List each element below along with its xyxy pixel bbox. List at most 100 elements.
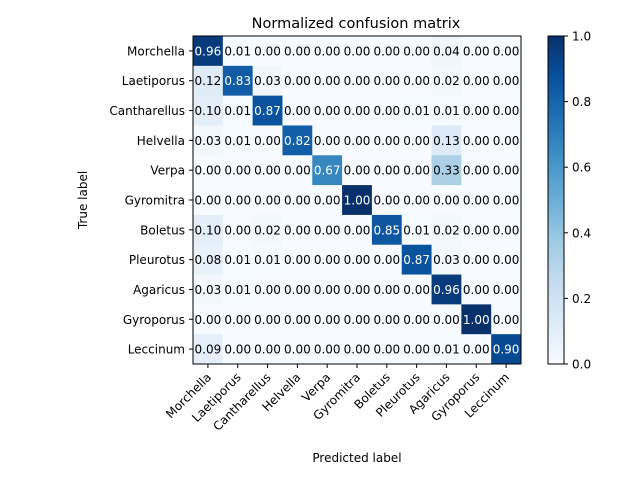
cell-value-label: 0.00	[254, 194, 281, 208]
cell-value-label: 0.00	[493, 253, 520, 267]
heatmap-cell	[282, 65, 313, 97]
heatmap-cell	[431, 36, 462, 67]
y-tick-label: Cantharellus	[109, 104, 185, 118]
heatmap-cell	[222, 155, 254, 186]
cell-value-label: 0.00	[254, 283, 281, 297]
cell-value-label: 0.00	[284, 44, 311, 58]
cell-value-label: 0.01	[224, 253, 251, 267]
heatmap-cell	[312, 65, 343, 97]
heatmap-cell	[342, 274, 373, 305]
y-tick-label: Gyromitra	[125, 194, 185, 208]
cell-value-label: 0.67	[314, 164, 341, 178]
heatmap-cell	[371, 214, 403, 246]
cell-value-label: 0.00	[344, 44, 371, 58]
heatmap-cell	[312, 304, 343, 335]
heatmap-cell	[401, 274, 432, 305]
heatmap-cell	[491, 185, 522, 216]
heatmap-cell	[312, 36, 343, 67]
y-tick-label: Pleurotus	[129, 253, 185, 267]
cell-value-label: 0.01	[403, 223, 430, 237]
heatmap-cell	[461, 36, 492, 67]
cell-value-label: 0.00	[373, 343, 400, 357]
heatmap-cell	[491, 304, 522, 335]
y-tick-label: Boletus	[140, 223, 185, 237]
cell-value-label: 0.00	[224, 223, 251, 237]
cell-value-label: 0.00	[314, 194, 341, 208]
heatmap-cell	[401, 185, 432, 216]
heatmap-cell	[312, 274, 343, 305]
cell-value-label: 0.01	[403, 104, 430, 118]
x-axis-label: Predicted label	[312, 451, 401, 465]
cell-value-label: 0.00	[403, 74, 430, 88]
heatmap-cell	[252, 334, 283, 365]
heatmap-cell	[193, 95, 224, 126]
cell-value-label: 0.02	[254, 223, 281, 237]
cell-value-label: 0.00	[344, 223, 371, 237]
cell-value-label: 0.00	[493, 194, 520, 208]
cell-value-label: 0.00	[403, 164, 430, 178]
cell-value-label: 0.00	[463, 223, 490, 237]
heatmap-cell	[461, 334, 492, 365]
heatmap-cell	[461, 244, 492, 275]
cell-value-label: 0.09	[195, 343, 222, 357]
cell-value-label: 0.00	[314, 283, 341, 297]
cell-value-label: 0.00	[284, 74, 311, 88]
heatmap-cell	[401, 334, 432, 365]
cell-value-label: 0.00	[493, 283, 520, 297]
heatmap-cell	[222, 95, 254, 126]
heatmap-cell	[312, 185, 343, 216]
colorbar-tick-label: 1.0	[572, 30, 591, 44]
cell-value-label: 0.00	[463, 44, 490, 58]
heatmap-cell	[282, 214, 313, 246]
cell-value-label: 0.00	[493, 44, 520, 58]
cell-value-label: 0.00	[224, 194, 251, 208]
heatmap-cell	[431, 244, 462, 275]
cell-value-label: 0.00	[254, 313, 281, 327]
cell-value-label: 0.00	[314, 104, 341, 118]
heatmap-cell	[371, 304, 403, 335]
cell-value-label: 0.00	[344, 253, 371, 267]
heatmap-cell	[491, 334, 522, 365]
cell-value-label: 0.00	[493, 313, 520, 327]
heatmap-cell	[371, 125, 403, 156]
cell-value-label: 0.00	[284, 283, 311, 297]
cell-value-label: 0.03	[254, 74, 281, 88]
heatmap-cell	[252, 185, 283, 216]
heatmap-cell	[252, 125, 283, 156]
cell-value-label: 0.00	[373, 194, 400, 208]
chart-title: Normalized confusion matrix	[252, 16, 461, 32]
cell-value-label: 0.00	[344, 134, 371, 148]
colorbar-tick-label: 0.4	[572, 226, 591, 240]
cell-value-label: 0.00	[463, 253, 490, 267]
heatmap-cell	[193, 244, 224, 275]
cell-value-label: 0.00	[463, 343, 490, 357]
heatmap-cell	[371, 65, 403, 97]
cell-value-label: 0.12	[195, 74, 222, 88]
heatmap-cell	[431, 155, 462, 186]
heatmap-cell	[401, 125, 432, 156]
colorbar-tick-label: 0.0	[572, 358, 591, 372]
cell-value-label: 0.85	[373, 223, 400, 237]
cell-value-label: 0.00	[284, 223, 311, 237]
cell-value-label: 0.00	[254, 164, 281, 178]
cell-value-label: 0.00	[224, 343, 251, 357]
heatmap-cell	[371, 185, 403, 216]
heatmap-cell	[431, 214, 462, 246]
heatmap-cell	[371, 274, 403, 305]
heatmap-cell	[461, 95, 492, 126]
heatmap-cell	[342, 155, 373, 186]
heatmap-cell	[252, 244, 283, 275]
cell-value-label: 0.00	[373, 253, 400, 267]
heatmap-cell	[252, 95, 283, 126]
heatmap-cell	[342, 334, 373, 365]
cell-value-label: 0.00	[314, 253, 341, 267]
cell-value-label: 0.00	[373, 283, 400, 297]
heatmap-cell	[193, 185, 224, 216]
heatmap-cell	[282, 244, 313, 275]
heatmap-cell	[222, 244, 254, 275]
cell-value-label: 0.00	[493, 223, 520, 237]
heatmap-cell	[312, 155, 343, 186]
cell-value-label: 0.00	[224, 313, 251, 327]
heatmap-cell	[491, 36, 522, 67]
